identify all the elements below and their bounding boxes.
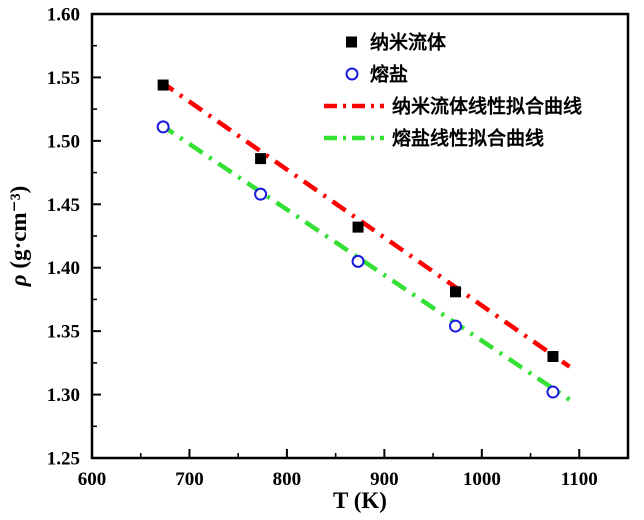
- data-point-square: [255, 153, 267, 165]
- data-point-square: [450, 286, 462, 298]
- legend-item: 纳米流体线性拟合曲线: [324, 95, 582, 118]
- legend-circle-marker: [345, 67, 359, 81]
- y-tick-label: 1.50: [47, 131, 80, 152]
- legend-square-marker: [346, 36, 357, 48]
- y-tick-label: 1.45: [47, 195, 80, 216]
- y-tick-label: 1.55: [47, 68, 80, 89]
- legend-item: 纳米流体: [346, 31, 447, 54]
- y-axis-label: ρ (g·cm⁻³): [6, 186, 31, 288]
- y-tick-label: 1.40: [47, 258, 80, 279]
- y-tick-label: 1.60: [47, 5, 80, 26]
- x-tick-label: 700: [175, 469, 204, 490]
- x-tick-label: 800: [273, 469, 302, 490]
- legend-item-label: 纳米流体: [370, 31, 447, 54]
- data-point-circle: [449, 319, 463, 333]
- legend-item: 熔盐线性拟合曲线: [324, 127, 544, 150]
- x-tick-label: 900: [370, 469, 399, 490]
- legend-item-label: 熔盐: [370, 63, 408, 86]
- data-point-square: [157, 79, 169, 91]
- data-point-circle: [546, 385, 560, 399]
- legend-item-label: 熔盐线性拟合曲线: [392, 127, 544, 150]
- data-point-circle: [254, 187, 268, 201]
- y-tick-label: 1.35: [47, 322, 80, 343]
- legend-item: 熔盐: [345, 63, 408, 86]
- y-tick-label: 1.25: [47, 449, 80, 470]
- x-axis-label: T (K): [333, 488, 387, 513]
- y-tick-label: 1.30: [47, 385, 80, 406]
- fit-line: [158, 122, 571, 402]
- data-point-circle: [351, 254, 365, 268]
- legend-item-label: 纳米流体线性拟合曲线: [392, 95, 582, 118]
- fit-line: [158, 79, 571, 369]
- data-point-square: [547, 351, 559, 363]
- data-point-circle: [156, 120, 170, 134]
- data-point-square: [352, 221, 364, 233]
- x-tick-label: 600: [78, 469, 107, 490]
- x-tick-label: 1100: [561, 469, 598, 490]
- x-tick-label: 1000: [463, 469, 501, 490]
